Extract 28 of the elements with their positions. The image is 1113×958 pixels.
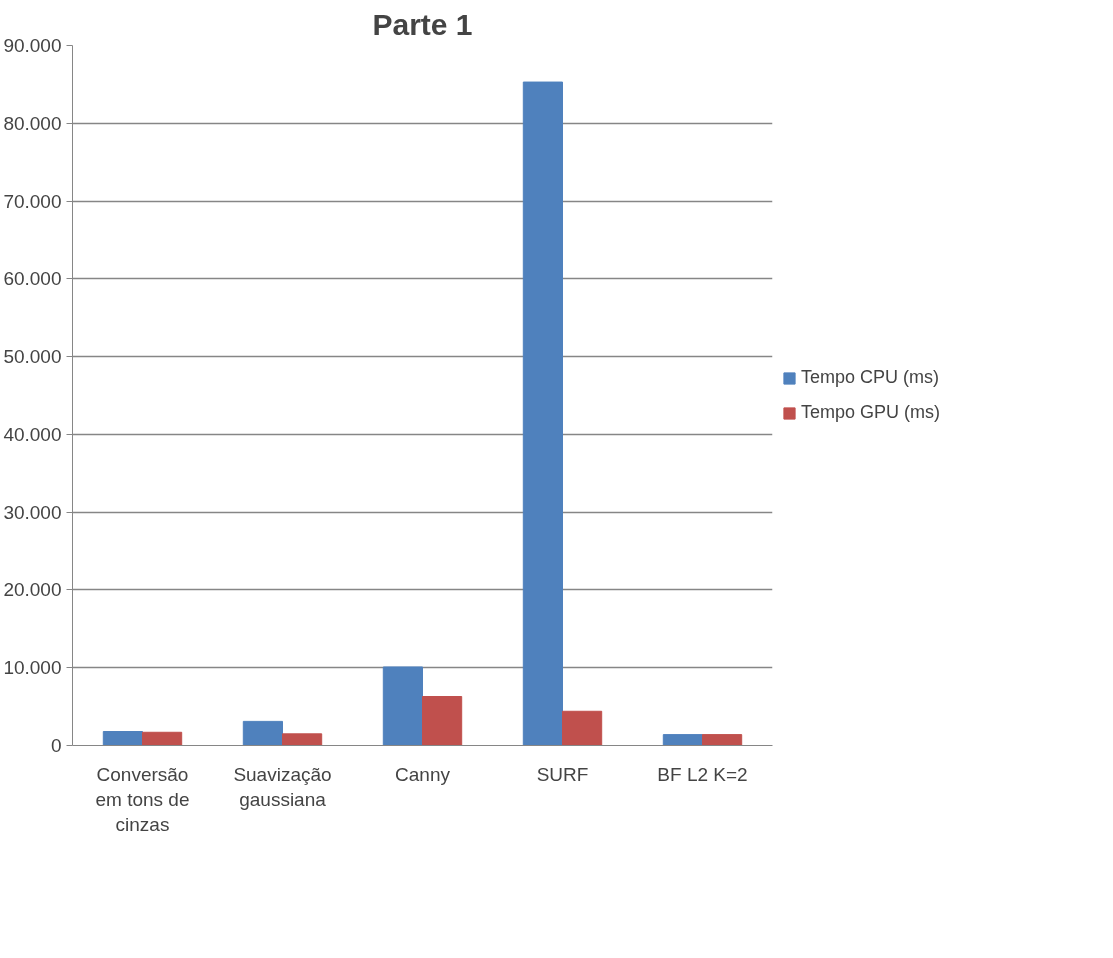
bar (422, 696, 463, 746)
bar (242, 720, 283, 746)
bar (142, 731, 183, 746)
x-tick-label: SURF (536, 763, 589, 785)
x-tick-label: Canny (395, 763, 451, 785)
y-tick-label: 50.000 (3, 346, 62, 368)
bar (522, 81, 563, 746)
legend-label: Tempo CPU (ms) (801, 367, 940, 388)
y-tick-label: 80.000 (3, 112, 62, 134)
bar (382, 666, 423, 746)
bar (702, 734, 743, 746)
y-tick-label: 90.000 (3, 35, 62, 56)
bar (662, 734, 703, 746)
x-tick-label: Suavização gaussiana (233, 763, 332, 810)
bar (102, 731, 143, 746)
bar (282, 733, 323, 746)
y-tick-label: 60.000 (3, 268, 62, 290)
x-tick-label: Conversão em tons de cinzas (95, 763, 190, 835)
y-tick-label: 20.000 (3, 579, 62, 601)
y-tick-label: 40.000 (3, 423, 62, 445)
legend-label: Tempo GPU (ms) (801, 402, 941, 423)
y-tick-label: 0 (50, 735, 62, 756)
y-tick-label: 70.000 (3, 190, 62, 212)
chart-title: Parte 1 (372, 7, 473, 41)
y-tick-label: 30.000 (3, 501, 62, 523)
bar (562, 710, 603, 746)
y-tick-label: 10.000 (3, 657, 62, 679)
x-tick-label: BF L2 K=2 (657, 763, 748, 785)
